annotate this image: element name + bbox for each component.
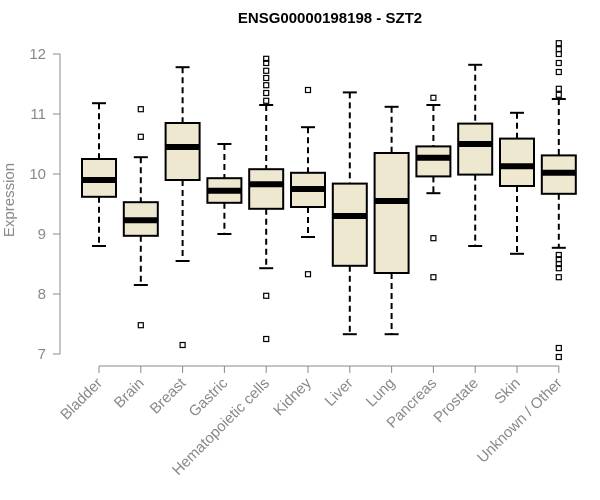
iqr-box [415,145,452,178]
outlier-point [555,274,562,281]
x-tick-label: Kidney [270,374,315,419]
outlier-point [263,67,270,74]
box-brain [122,106,159,329]
x-tick-label: Lung [363,375,399,411]
x-tick-label: Prostate [430,375,482,427]
iqr-box [457,122,494,176]
y-tick-label: 9 [38,226,46,243]
outlier-point [263,59,270,67]
outlier-point [263,97,270,104]
box-unknown-other [540,40,577,361]
x-tick-label: Brain [111,375,148,412]
boxes-layer [81,40,577,361]
outlier-point [263,74,270,82]
outlier-point [137,133,144,140]
outlier-point [179,341,186,349]
box-kidney [290,86,326,278]
box-prostate [457,63,494,247]
box-lung [373,105,410,336]
iqr-box [248,168,285,210]
outlier-point [263,335,270,343]
y-tick-label: 12 [29,46,46,63]
x-tick-label: Bladder [57,375,106,424]
outlier-point [555,256,562,263]
outlier-point [555,353,562,361]
outlier-point [555,68,562,76]
chart-title: ENSG00000198198 - SZT2 [238,10,422,27]
outlier-point [263,82,270,89]
box-hematopoietic-cells [248,55,285,343]
outlier-point [555,46,562,53]
box-breast [164,66,201,349]
outlier-point [137,322,144,329]
box-liver [331,91,368,336]
iqr-box [164,122,201,181]
outlier-point [555,251,562,259]
outlier-point [304,86,312,94]
outlier-point [304,271,312,278]
outlier-point [555,59,562,67]
y-tick-label: 11 [30,106,46,123]
box-gastric [206,143,243,235]
iqr-box [331,182,368,267]
y-axis-label: Expression [1,163,18,237]
outlier-point [430,274,437,281]
x-tick-label: Skin [491,375,524,408]
y-tick-label: 7 [38,346,46,363]
x-tick-label: Breast [147,374,190,417]
outlier-point [430,94,437,101]
box-pancreas [415,94,452,281]
outlier-point [555,265,562,272]
outlier-point [137,106,144,113]
box-skin [499,111,535,255]
y-axis: 7 8 9 10 11 12 [29,46,61,363]
y-tick-label: 8 [38,286,46,303]
outlier-point [263,55,270,62]
iqr-box [499,137,535,188]
iqr-box [373,152,410,274]
outlier-point [263,292,270,299]
outlier-point [555,91,562,98]
x-tick-label: Liver [322,375,357,410]
outlier-point [555,344,562,352]
outlier-point [555,40,562,47]
box-bladder [81,102,117,247]
outlier-point [555,85,562,92]
outlier-point [430,235,437,242]
y-tick-label: 10 [29,166,46,183]
outlier-point [263,89,270,97]
